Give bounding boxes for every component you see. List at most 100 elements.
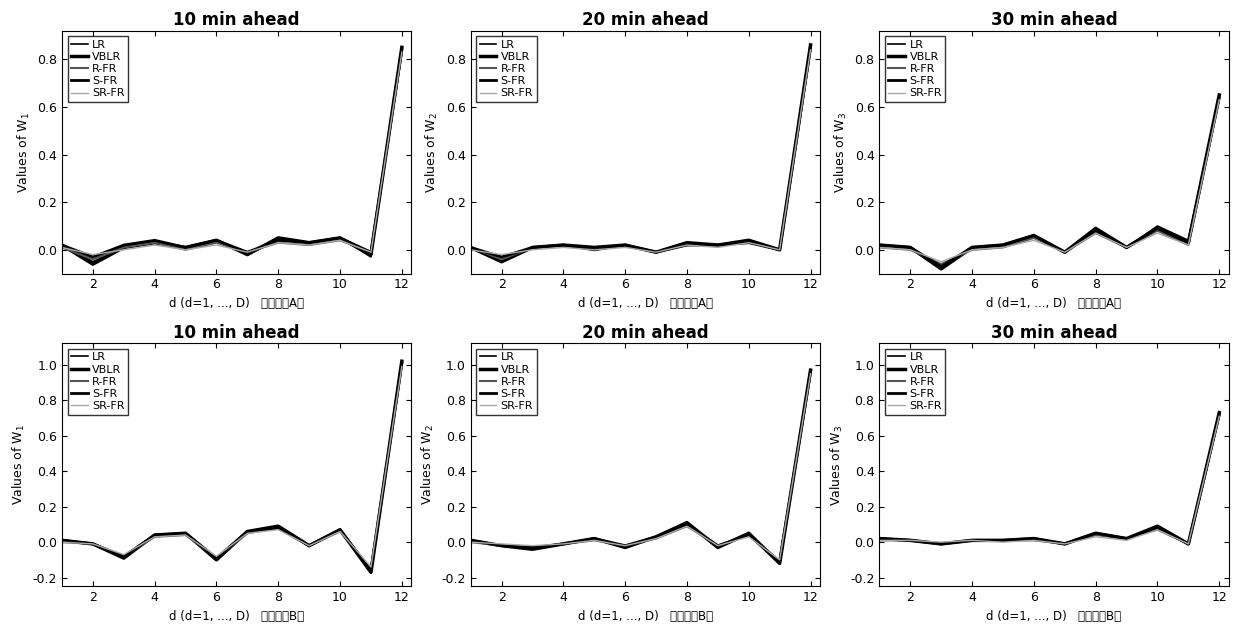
- SR-FR: [464, 246, 479, 254]
- LR: [1089, 224, 1104, 232]
- R-FR: [680, 242, 694, 249]
- LR: [464, 243, 479, 251]
- S-FR: [210, 236, 224, 244]
- S-FR: [680, 521, 694, 528]
- S-FR: [394, 46, 409, 53]
- R-FR: [1058, 540, 1073, 548]
- S-FR: [965, 536, 980, 544]
- SR-FR: [1027, 536, 1042, 544]
- VBLR: [525, 545, 539, 553]
- R-FR: [1089, 531, 1104, 539]
- Line: LR: LR: [879, 95, 1219, 269]
- SR-FR: [394, 363, 409, 370]
- Line: VBLR: VBLR: [879, 413, 1219, 544]
- R-FR: [1211, 96, 1226, 103]
- VBLR: [965, 536, 980, 544]
- S-FR: [495, 253, 510, 261]
- VBLR: [1211, 409, 1226, 417]
- Line: SR-FR: SR-FR: [62, 52, 402, 255]
- LR: [587, 535, 601, 543]
- LR: [239, 527, 254, 535]
- S-FR: [804, 368, 818, 376]
- VBLR: [117, 554, 131, 562]
- R-FR: [332, 236, 347, 244]
- LR: [872, 242, 887, 249]
- VBLR: [1149, 224, 1164, 232]
- R-FR: [587, 246, 601, 254]
- SR-FR: [363, 563, 378, 571]
- S-FR: [464, 536, 479, 544]
- S-FR: [86, 253, 100, 261]
- Y-axis label: Values of W$_{3}$: Values of W$_{3}$: [828, 424, 844, 505]
- R-FR: [495, 542, 510, 550]
- S-FR: [711, 242, 725, 249]
- SR-FR: [680, 522, 694, 530]
- LR: [1089, 529, 1104, 537]
- R-FR: [179, 246, 193, 254]
- S-FR: [618, 242, 632, 249]
- SR-FR: [742, 533, 756, 541]
- R-FR: [464, 538, 479, 546]
- Y-axis label: Values of W$_{2}$: Values of W$_{2}$: [424, 112, 440, 193]
- VBLR: [1149, 522, 1164, 530]
- Legend: LR, VBLR, R-FR, S-FR, SR-FR: LR, VBLR, R-FR, S-FR, SR-FR: [885, 36, 945, 102]
- S-FR: [1149, 524, 1164, 532]
- VBLR: [1180, 239, 1195, 247]
- SR-FR: [996, 538, 1011, 546]
- VBLR: [117, 243, 131, 251]
- VBLR: [363, 569, 378, 576]
- LR: [179, 243, 193, 251]
- R-FR: [363, 249, 378, 256]
- LR: [117, 554, 131, 562]
- R-FR: [649, 535, 663, 543]
- Line: LR: LR: [471, 370, 811, 564]
- VBLR: [680, 239, 694, 247]
- SR-FR: [270, 239, 285, 247]
- SR-FR: [587, 536, 601, 544]
- S-FR: [301, 542, 316, 550]
- Y-axis label: Values of W$_{1}$: Values of W$_{1}$: [15, 112, 31, 193]
- VBLR: [934, 265, 949, 273]
- LR: [332, 234, 347, 242]
- SR-FR: [148, 533, 162, 541]
- R-FR: [996, 536, 1011, 544]
- LR: [872, 535, 887, 543]
- LR: [525, 545, 539, 553]
- S-FR: [1058, 540, 1073, 548]
- SR-FR: [239, 529, 254, 537]
- VBLR: [495, 542, 510, 550]
- R-FR: [464, 243, 479, 251]
- S-FR: [903, 243, 918, 251]
- SR-FR: [86, 251, 100, 259]
- X-axis label: d (d=1, ..., D)   （数据集A）: d (d=1, ..., D) （数据集A）: [169, 297, 304, 310]
- S-FR: [1211, 411, 1226, 418]
- VBLR: [86, 261, 100, 268]
- S-FR: [210, 554, 224, 562]
- VBLR: [179, 529, 193, 537]
- SR-FR: [711, 243, 725, 251]
- LR: [86, 540, 100, 548]
- LR: [117, 243, 131, 251]
- LR: [556, 540, 570, 548]
- LR: [1027, 231, 1042, 239]
- S-FR: [1211, 94, 1226, 101]
- Legend: LR, VBLR, R-FR, S-FR, SR-FR: LR, VBLR, R-FR, S-FR, SR-FR: [67, 349, 128, 415]
- VBLR: [1027, 535, 1042, 543]
- R-FR: [680, 522, 694, 530]
- LR: [495, 258, 510, 266]
- R-FR: [804, 46, 818, 53]
- VBLR: [239, 251, 254, 259]
- LR: [996, 536, 1011, 544]
- VBLR: [587, 243, 601, 251]
- LR: [525, 243, 539, 251]
- SR-FR: [872, 536, 887, 544]
- S-FR: [680, 242, 694, 249]
- S-FR: [1149, 224, 1164, 232]
- R-FR: [742, 531, 756, 539]
- VBLR: [618, 242, 632, 249]
- VBLR: [525, 243, 539, 251]
- R-FR: [872, 536, 887, 544]
- R-FR: [332, 527, 347, 535]
- SR-FR: [270, 526, 285, 534]
- VBLR: [903, 243, 918, 251]
